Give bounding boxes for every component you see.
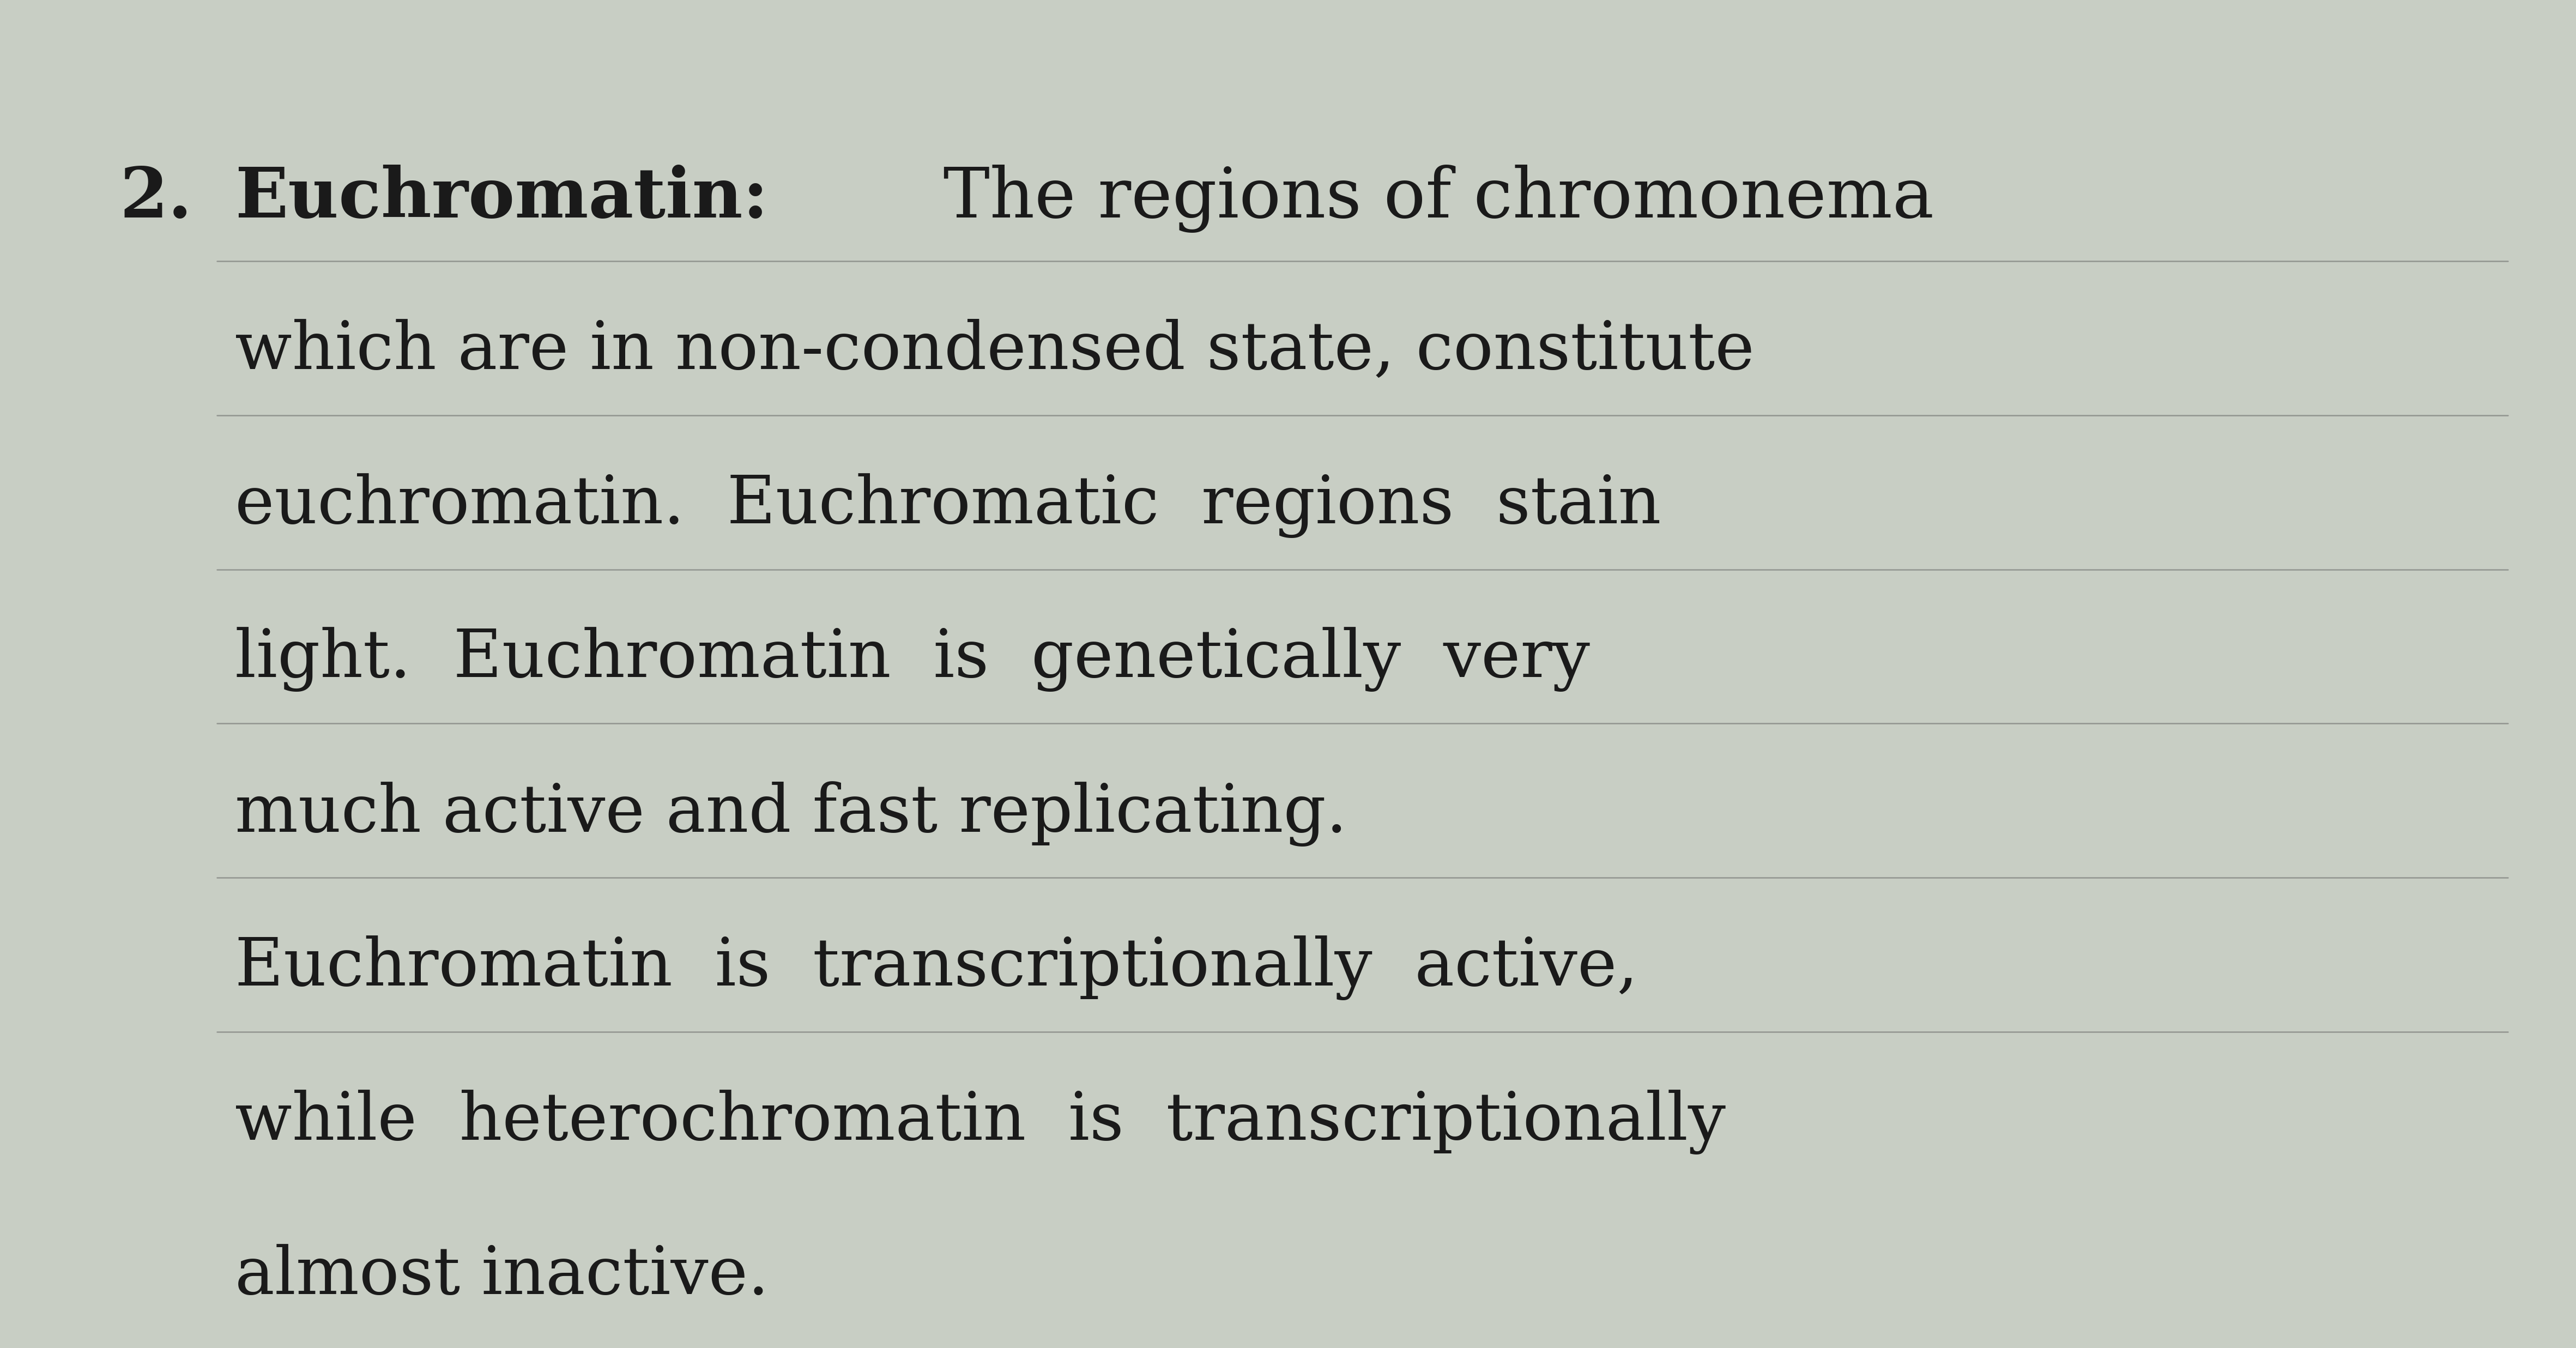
Text: euchromatin.  Euchromatic  regions  stain: euchromatin. Euchromatic regions stain bbox=[234, 473, 1662, 538]
Text: Euchromatin  is  transcriptionally  active,: Euchromatin is transcriptionally active, bbox=[234, 936, 1638, 1000]
Text: while  heterochromatin  is  transcriptionally: while heterochromatin is transcriptional… bbox=[234, 1089, 1726, 1154]
Text: 2.: 2. bbox=[118, 164, 193, 232]
Text: almost inactive.: almost inactive. bbox=[234, 1244, 770, 1308]
Text: The regions of chromonema: The regions of chromonema bbox=[922, 164, 1935, 233]
Text: which are in non-condensed state, constitute: which are in non-condensed state, consti… bbox=[234, 318, 1754, 383]
Text: light.  Euchromatin  is  genetically  very: light. Euchromatin is genetically very bbox=[234, 627, 1589, 692]
Text: much active and fast replicating.: much active and fast replicating. bbox=[234, 782, 1347, 847]
Text: Euchromatin:: Euchromatin: bbox=[234, 164, 768, 232]
